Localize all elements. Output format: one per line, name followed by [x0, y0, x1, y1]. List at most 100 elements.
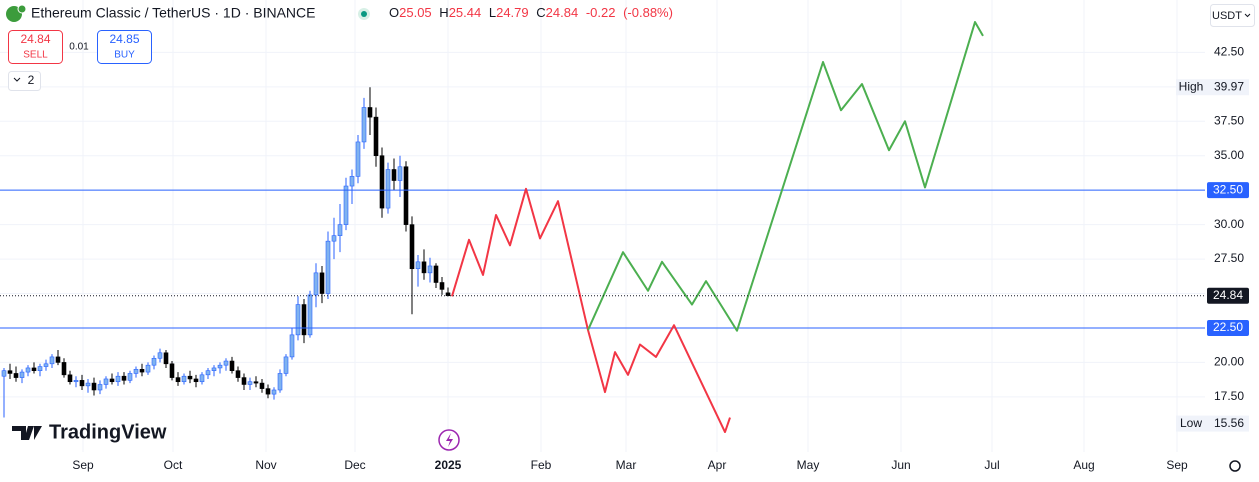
x-tick-label: 2025 — [435, 458, 462, 472]
high-tag-label: High — [1179, 79, 1204, 93]
chevron — [1244, 13, 1251, 18]
x-tick-label: Jun — [891, 458, 910, 472]
y-tick-label: 35.00 — [1214, 148, 1244, 162]
x-tick-label: May — [797, 458, 820, 472]
level-badge — [1207, 182, 1249, 199]
x-tick-label: Feb — [531, 458, 552, 472]
candle-body — [43, 363, 49, 367]
change: -0.22 — [586, 5, 616, 20]
candle-body — [115, 375, 121, 383]
candle-body — [199, 374, 205, 383]
x-tick-label: Dec — [344, 458, 365, 472]
settings-icon[interactable] — [1229, 460, 1241, 472]
candle-body — [97, 384, 103, 391]
candle-body — [427, 265, 433, 274]
ohlc-label: L — [489, 5, 496, 20]
candle-body — [181, 375, 187, 383]
indicator-toggle[interactable] — [8, 71, 41, 91]
candle-body — [409, 224, 415, 270]
candle-body — [379, 155, 385, 209]
status-dot — [361, 11, 367, 17]
ohlc-label: H — [439, 5, 448, 20]
y-tick-label: 42.50 — [1214, 45, 1244, 59]
candle-body — [127, 373, 133, 381]
last-price-label: 24.84 — [1213, 288, 1243, 302]
currency-button[interactable] — [1210, 4, 1255, 27]
candle-body — [19, 371, 25, 378]
x-tick-label: Sep — [72, 458, 94, 472]
level-badge — [1207, 319, 1249, 336]
low-tag-label: Low — [1180, 416, 1202, 430]
candle-body — [145, 364, 151, 373]
candle-body — [361, 107, 367, 143]
low-tag-bg — [1176, 415, 1249, 432]
candle-body — [433, 265, 439, 283]
buy-button[interactable] — [97, 30, 152, 64]
candle-body — [289, 334, 295, 358]
candle-body — [403, 166, 409, 225]
projection-line — [587, 21, 984, 332]
projection-line — [451, 187, 731, 434]
candle-body — [133, 369, 139, 374]
candle-body — [67, 374, 73, 383]
x-tick-label: Nov — [255, 458, 276, 472]
candle-body — [325, 240, 331, 294]
symbol-title[interactable]: Ethereum Classic / TetherUS · 1D · BINAN… — [31, 5, 316, 21]
y-tick-label: 20.00 — [1214, 355, 1244, 369]
candle-body — [355, 141, 361, 177]
candle-body — [73, 380, 79, 383]
ohlc-label: O — [389, 5, 399, 20]
buy-label: BUY — [114, 50, 135, 61]
candle-body — [13, 373, 19, 378]
candle-body — [151, 357, 157, 366]
candle-body — [367, 107, 373, 118]
candle-body — [253, 381, 259, 384]
candle-body — [301, 304, 307, 336]
candle-body — [55, 356, 61, 363]
candle-body — [121, 375, 127, 381]
sell-button[interactable] — [8, 30, 63, 64]
ohlc-value: 25.44 — [449, 5, 482, 20]
y-tick-label: 17.50 — [1214, 389, 1244, 403]
candle-body — [295, 304, 301, 336]
candle-body — [337, 224, 343, 236]
candle-body — [241, 377, 247, 385]
candle-body — [211, 367, 217, 371]
low-tag-value: 15.56 — [1214, 416, 1244, 430]
ohlc: O25.05 H25.44 L24.79 C24.84 -0.22 (-0.88… — [389, 5, 673, 20]
candle-body — [61, 362, 67, 376]
brand: TradingView — [49, 421, 167, 443]
candle-body — [439, 282, 445, 290]
high-tag-value: 39.97 — [1214, 79, 1244, 93]
candle-body — [265, 388, 271, 395]
change-pct: (-0.88%) — [623, 5, 673, 20]
x-tick-label: Aug — [1073, 458, 1094, 472]
candle-body — [109, 378, 115, 383]
last-price-badge — [1207, 287, 1249, 304]
candle-body — [373, 116, 379, 157]
sell-label: SELL — [23, 50, 48, 61]
candle-body — [385, 169, 391, 209]
y-tick-label: 30.00 — [1214, 217, 1244, 231]
candle-body — [103, 378, 109, 385]
candle-body — [91, 382, 97, 391]
y-tick-label: 27.50 — [1214, 251, 1244, 265]
candle-body — [163, 352, 169, 365]
candle-body — [259, 382, 265, 389]
candle-body — [343, 185, 349, 225]
candle-body — [157, 352, 163, 359]
candle-body — [271, 389, 277, 395]
x-tick-label: Apr — [708, 458, 727, 472]
candle-body — [193, 378, 199, 383]
ohlc-value: 24.84 — [546, 5, 579, 20]
candle-body — [313, 272, 319, 296]
candle-body — [319, 272, 325, 294]
plot — [0, 21, 1205, 434]
candle-body — [283, 356, 289, 374]
brand-logo — [12, 426, 42, 440]
candle-body — [397, 166, 403, 181]
ohlc-value: 24.79 — [496, 5, 529, 20]
candle-body — [247, 381, 253, 385]
